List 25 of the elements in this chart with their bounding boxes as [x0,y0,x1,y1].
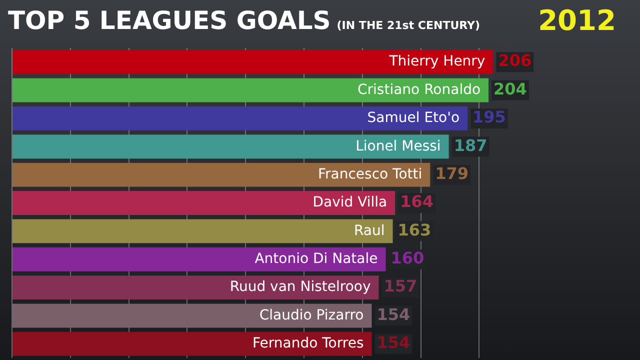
y-tick-label: Cristiano Ronaldo [358,82,481,98]
y-tick-label: Fernando Torres [252,336,364,352]
data-label: 160 [390,248,424,268]
text: 2012 [538,4,616,37]
y-tick-label: Lionel Messi [356,138,441,154]
y-tick-label: Raul [354,222,385,239]
y-tick-label: Antonio Di Natale [254,251,378,268]
data-label: 154 [376,304,410,324]
y-tick-label: Claudio Pizarro [259,307,364,324]
data-label: 204 [494,79,527,98]
data-label: 179 [435,164,469,183]
chart-title: TOP 5 LEAGUES GOALS [8,6,331,35]
y-tick-label: Samuel Eto'o [367,110,460,126]
y-tick-label: Francesco Totti [318,166,422,182]
data-label: 154 [376,333,410,352]
data-label: 195 [472,108,506,127]
y-tick-label: Thierry Henry [388,54,486,70]
data-label: 164 [400,192,434,212]
data-label: 187 [454,136,488,155]
chart-subtitle: (IN THE 21st CENTURY) [336,19,480,32]
data-label: 163 [398,220,432,240]
data-label: 206 [498,51,532,70]
y-tick-label: David Villa [312,194,388,211]
y-tick-label: Ruud van Nistelrooy [230,279,371,296]
data-label: 157 [384,276,418,296]
